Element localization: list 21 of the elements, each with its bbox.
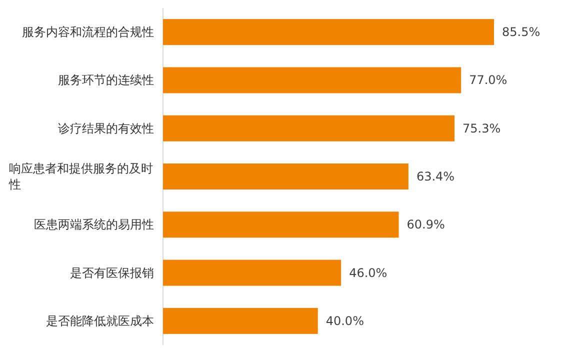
bar: [163, 260, 342, 286]
y-tick-label: 服务内容和流程的合规性: [22, 25, 154, 40]
data-label: 75.3%: [462, 121, 501, 136]
y-tick-label: 是否有医保报销: [70, 266, 154, 280]
data-label: 85.5%: [502, 25, 540, 40]
data-label: 77.0%: [469, 73, 508, 88]
bar: [163, 67, 462, 94]
bar: [163, 115, 455, 142]
bar: [163, 19, 494, 46]
data-label: 60.9%: [406, 218, 445, 232]
y-tick-label: 响应患者和提供服务的及时性: [8, 162, 153, 192]
data-label: 46.0%: [349, 266, 388, 280]
data-label: 40.0%: [326, 314, 364, 328]
bar: [163, 212, 399, 238]
y-tick-label: 医患两端系统的易用性: [34, 218, 154, 232]
bar: [163, 164, 408, 190]
y-tick-label: 是否能降低就医成本: [46, 314, 154, 328]
y-tick-label: 诊疗结果的有效性: [58, 121, 154, 136]
bar: [163, 308, 318, 334]
y-tick-label: 服务环节的连续性: [58, 73, 154, 88]
data-label: 63.4%: [416, 170, 455, 184]
